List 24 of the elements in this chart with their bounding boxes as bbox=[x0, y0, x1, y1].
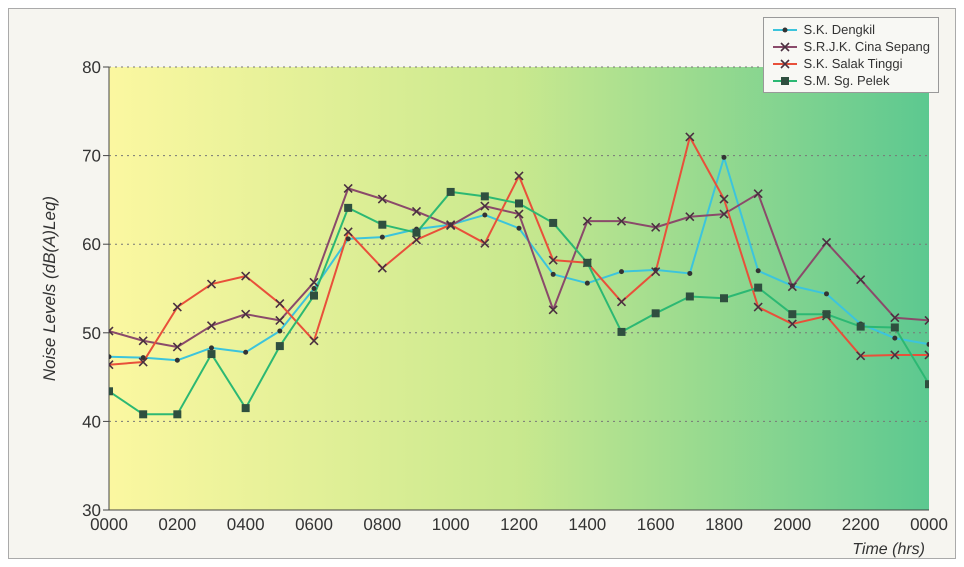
legend-label: S.R.J.K. Cina Sepang bbox=[804, 39, 930, 54]
legend-label: S.K. Salak Tinggi bbox=[804, 56, 903, 71]
x-tick-label: 0400 bbox=[226, 515, 265, 534]
y-tick-label: 80 bbox=[82, 58, 101, 78]
y-tick-label: 40 bbox=[82, 412, 101, 432]
y-tick-label: 70 bbox=[82, 146, 101, 166]
y-tick-label: 50 bbox=[82, 324, 101, 343]
x-tick-label: 0000 bbox=[90, 515, 128, 534]
x-tick-label: 2200 bbox=[842, 515, 880, 534]
y-axis-title: Noise Levels (dB(A)Leq) bbox=[40, 196, 60, 382]
x-axis-title: Time (hrs) bbox=[852, 541, 925, 558]
x-tick-label: 0800 bbox=[363, 515, 402, 534]
legend-label: S.K. Dengkil bbox=[804, 22, 876, 37]
x-tick-label: 1200 bbox=[500, 515, 538, 534]
y-tick-label: 60 bbox=[82, 235, 101, 254]
x-tick-label: 1000 bbox=[432, 515, 470, 534]
x-tick-label: 0000 bbox=[910, 515, 948, 534]
legend-label: S.M. Sg. Pelek bbox=[804, 73, 890, 88]
x-tick-label: 1600 bbox=[636, 515, 675, 534]
x-tick-label: 0600 bbox=[295, 515, 333, 534]
x-tick-label: 1800 bbox=[705, 515, 743, 534]
x-tick-label: 2000 bbox=[773, 515, 812, 534]
x-tick-label: 1400 bbox=[568, 515, 606, 534]
x-tick-label: 0200 bbox=[158, 515, 196, 534]
